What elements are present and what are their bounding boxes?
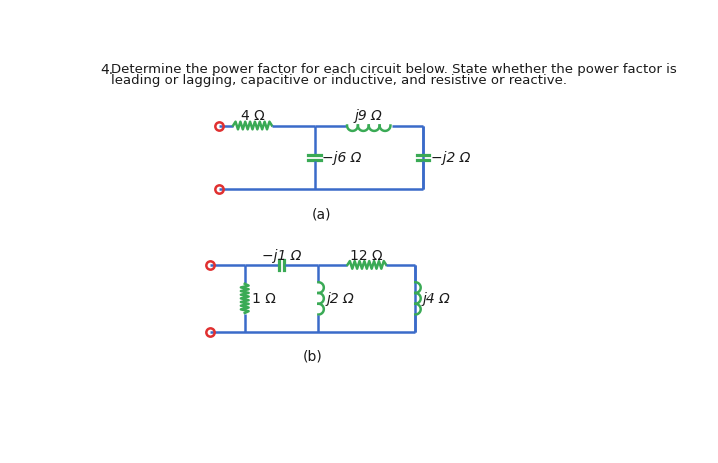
Text: 1 Ω: 1 Ω — [253, 292, 276, 306]
Text: 4.: 4. — [101, 63, 113, 77]
Text: j9 Ω: j9 Ω — [355, 109, 383, 123]
Text: 12 Ω: 12 Ω — [350, 248, 383, 262]
Text: −j1 Ω: −j1 Ω — [262, 248, 302, 262]
Text: j2 Ω: j2 Ω — [326, 292, 354, 306]
Text: (b): (b) — [303, 349, 322, 363]
Text: Determine the power factor for each circuit below. State whether the power facto: Determine the power factor for each circ… — [111, 63, 677, 76]
Text: leading or lagging, capacitive or inductive, and resistive or reactive.: leading or lagging, capacitive or induct… — [111, 74, 567, 87]
Text: 4 Ω: 4 Ω — [241, 109, 264, 123]
Text: −j2 Ω: −j2 Ω — [431, 151, 470, 165]
Text: j4 Ω: j4 Ω — [423, 292, 451, 306]
Text: −j6 Ω: −j6 Ω — [322, 151, 362, 165]
Text: (a): (a) — [312, 207, 331, 221]
